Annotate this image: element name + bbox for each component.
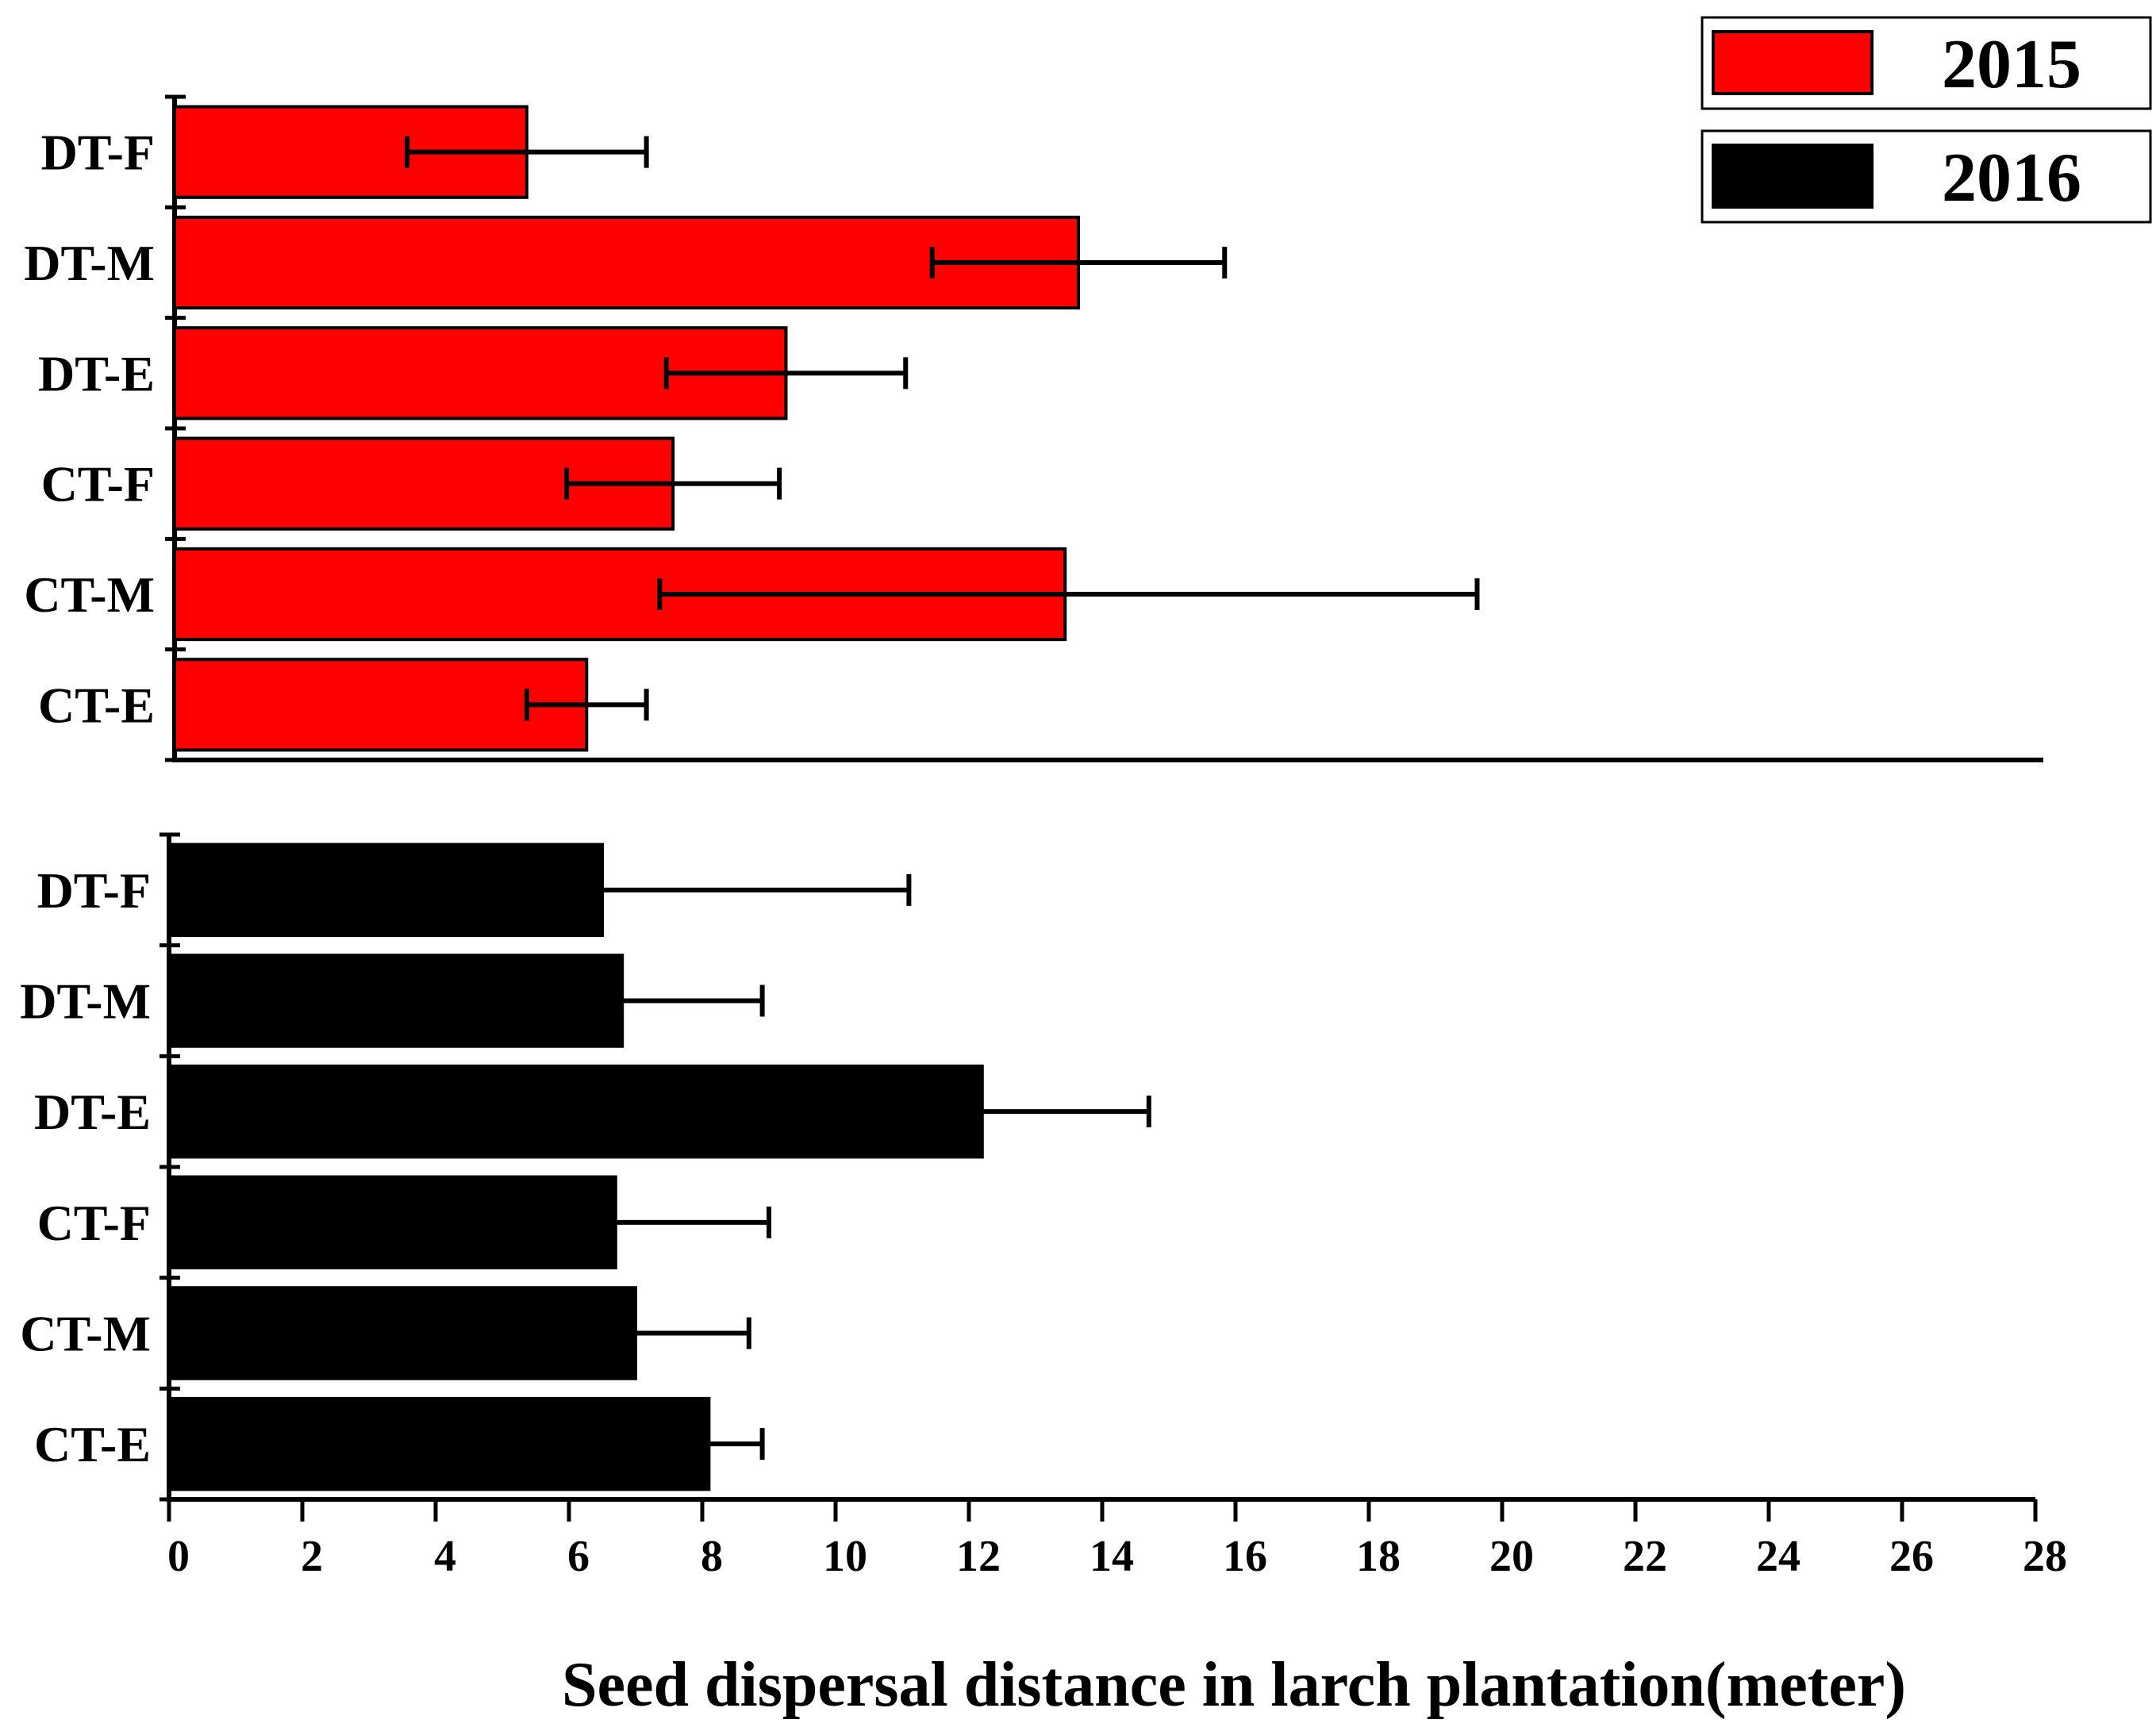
panel-2015: DT-F DT-M DT-E CT-F CT-M CT-E: [24, 94, 2043, 762]
x-tick-label: 18: [1356, 1532, 1401, 1581]
x-axis-title: Seed dispersal distance in larch plantat…: [562, 1650, 1906, 1720]
category-label: CT-M: [20, 1306, 151, 1362]
x-tick-label: 14: [1090, 1532, 1134, 1581]
legend-label: 2016: [1942, 140, 2081, 217]
x-tick-label: 2: [301, 1532, 323, 1581]
bar-2016-dt-e: [167, 1064, 984, 1159]
x-tick-label: 16: [1223, 1532, 1267, 1581]
category-label: DT-M: [24, 235, 155, 291]
legend-swatch: [1712, 30, 1874, 95]
x-tick-label: 10: [823, 1532, 867, 1581]
bar-2016-ct-m: [167, 1286, 637, 1380]
category-label: CT-F: [37, 1195, 151, 1251]
category-label: DT-M: [20, 973, 151, 1030]
x-tick-label: 6: [567, 1532, 590, 1581]
x-tick-label: 4: [434, 1532, 456, 1581]
x-tick-label: 0: [167, 1532, 190, 1581]
bar-2016-ct-f: [167, 1175, 617, 1270]
legend-label: 2015: [1942, 26, 2081, 103]
category-label: DT-E: [34, 1084, 151, 1140]
category-label: CT-E: [38, 677, 155, 733]
x-tick-label: 12: [956, 1532, 1001, 1581]
x-tick-label: 28: [2023, 1532, 2067, 1581]
panel-2016: DT-F DT-M DT-E CT-F CT-M CT-E: [20, 832, 2035, 1502]
x-tick-label: 26: [1889, 1532, 1934, 1581]
category-label: CT-M: [24, 566, 155, 623]
x-tick-label: 8: [701, 1532, 723, 1581]
bar-2016-dt-f: [167, 842, 604, 938]
category-label: CT-E: [34, 1416, 151, 1472]
bar-2016-ct-e: [167, 1396, 711, 1491]
category-label: DT-F: [37, 862, 151, 919]
x-tick-label: 24: [1756, 1532, 1801, 1581]
x-axis: 0 2 4 6 8 10 12 14 16 18 20 22 24 26 28: [167, 1499, 2067, 1581]
x-tick-label: 22: [1623, 1532, 1667, 1581]
category-label: CT-F: [41, 456, 155, 512]
legend-swatch: [1712, 144, 1874, 209]
category-label: DT-F: [41, 125, 155, 181]
legend: 2015 2016: [1701, 16, 2152, 224]
category-label: DT-E: [38, 345, 155, 401]
bar-2016-dt-m: [167, 954, 625, 1048]
x-tick-label: 20: [1489, 1532, 1534, 1581]
